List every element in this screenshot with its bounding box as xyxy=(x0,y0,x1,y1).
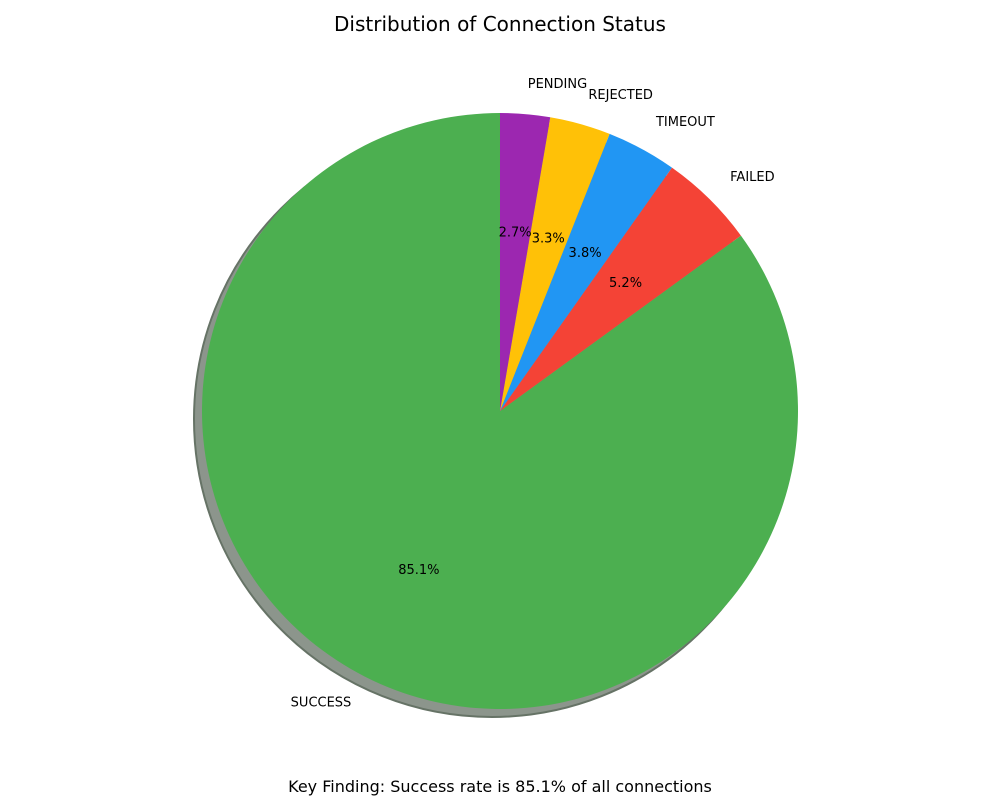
pie-slice-rejected xyxy=(500,117,610,412)
pct-label-failed: 5.2% xyxy=(609,276,642,291)
pct-label-success: 85.1% xyxy=(398,563,439,578)
chart-title: Distribution of Connection Status xyxy=(334,12,666,36)
pie-slice-failed xyxy=(500,167,741,411)
pct-label-pending: 2.7% xyxy=(499,225,532,240)
slice-label-rejected: REJECTED xyxy=(588,88,653,103)
slice-label-success: SUCCESS xyxy=(291,696,352,711)
slice-label-failed: FAILED xyxy=(730,170,774,185)
pie-slice-success xyxy=(202,113,798,710)
slice-label-pending: PENDING xyxy=(528,77,587,92)
pct-label-rejected: 3.3% xyxy=(532,231,565,246)
pct-label-timeout: 3.8% xyxy=(569,246,602,261)
pie-slices xyxy=(202,113,798,710)
pie-slice-pending xyxy=(500,113,551,411)
slice-label-timeout: TIMEOUT xyxy=(655,115,715,130)
pie-slice-timeout xyxy=(500,133,672,411)
key-finding-footnote: Key Finding: Success rate is 85.1% of al… xyxy=(288,777,712,796)
pie-labels: SUCCESS 85.1% FAILED 5.2% TIMEOUT 3.8% REJECTE… xyxy=(291,77,775,711)
